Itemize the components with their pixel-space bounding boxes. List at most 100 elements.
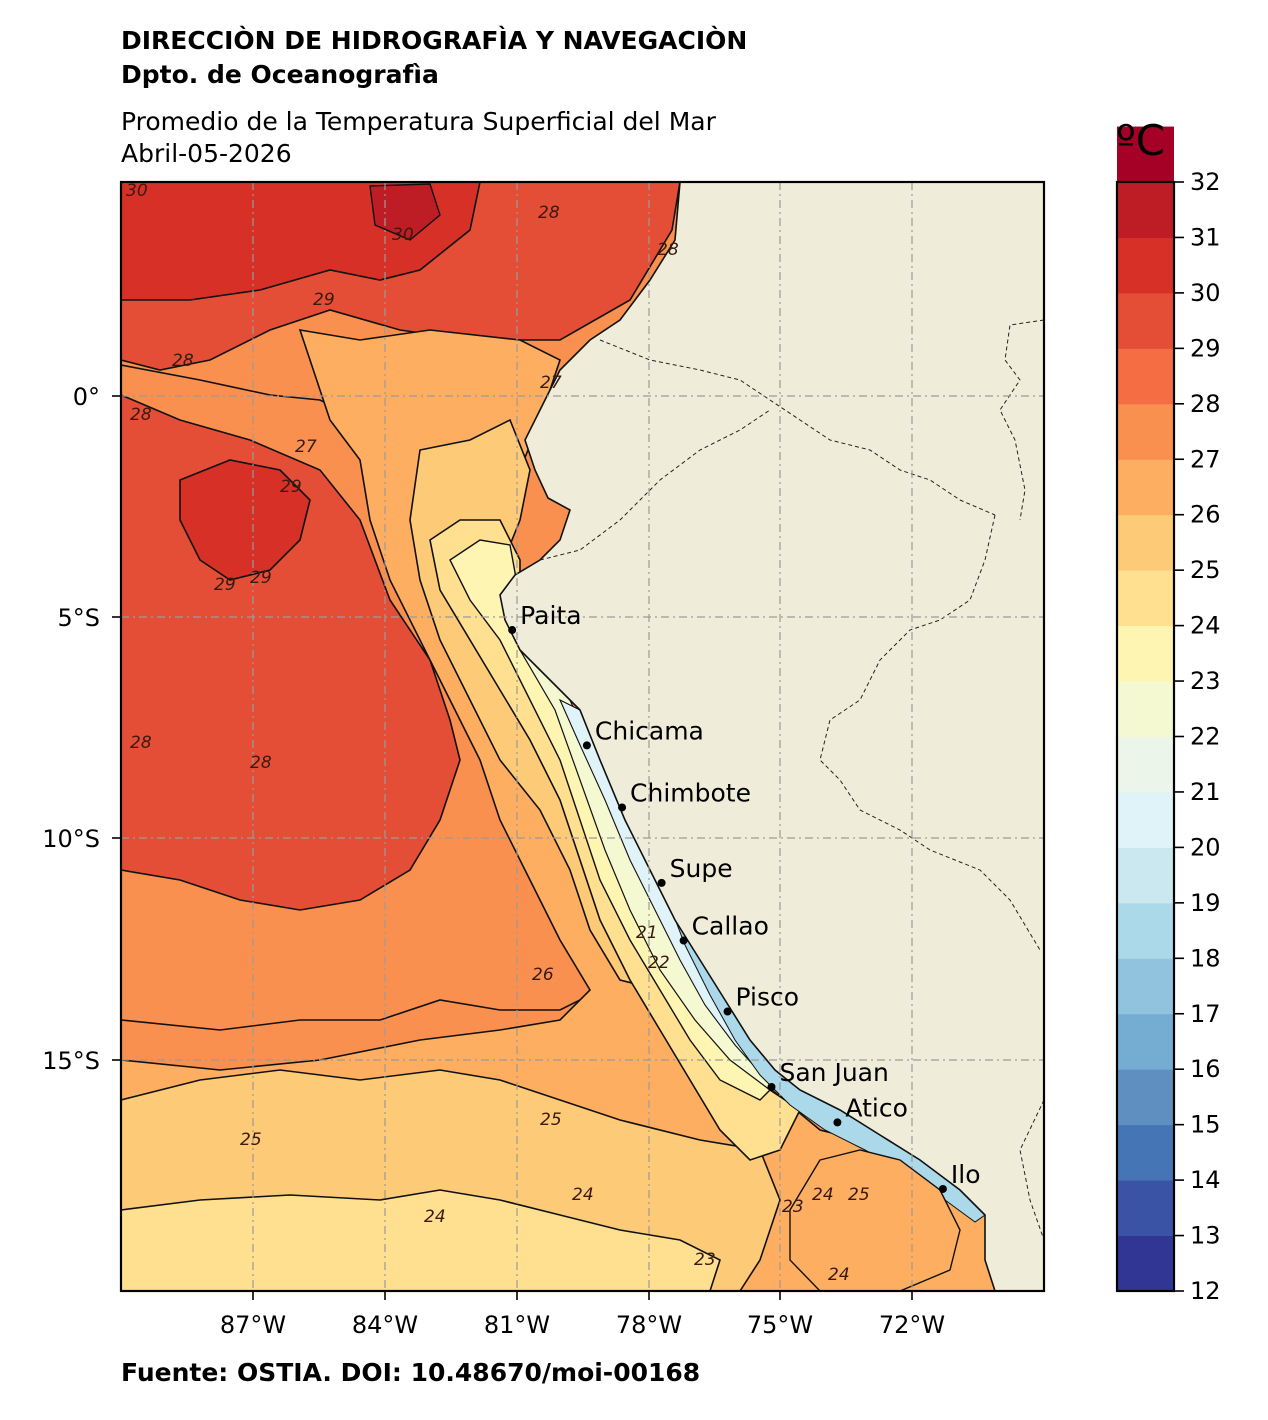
- contour-label: 29: [313, 290, 335, 310]
- contour-label: 25: [848, 1185, 870, 1205]
- data-source: Fuente: OSTIA. DOI: 10.48670/moi-00168: [121, 1358, 701, 1387]
- contour-label: 23: [694, 1250, 716, 1270]
- lat-tick-label: 10°S: [42, 825, 100, 853]
- colorbar-segment: [1117, 902, 1174, 959]
- contour-label: 28: [172, 351, 194, 371]
- graticule: [121, 182, 1044, 1291]
- city-label: Supe: [670, 854, 733, 883]
- country-borders: [539, 319, 1044, 1241]
- colorbar-tick-label: 29: [1190, 334, 1221, 362]
- lon-tick-label: 72°W: [879, 1311, 945, 1339]
- ocean-band-28-29: [121, 182, 681, 911]
- ocean-band-25-26-south: [789, 1149, 961, 1291]
- lat-tick-labels: 0° 5°S 10°S 15°S: [42, 383, 100, 1075]
- contour-label: 29: [250, 568, 272, 588]
- lat-tick-label: 15°S: [42, 1047, 100, 1075]
- ocean-band-30-31: [369, 183, 441, 241]
- colorbar-tick-label: 12: [1190, 1277, 1221, 1305]
- map-date: Abril-05-2026: [121, 139, 292, 168]
- contour-label: 21: [636, 923, 658, 943]
- colorbar-tick-label: 18: [1190, 944, 1221, 972]
- colorbar-segment: [1117, 681, 1174, 737]
- contour-label: 25: [540, 1110, 562, 1130]
- colorbar: 12 13 14 15 16 17 18 19 20 21 22 23 24 25 26 27 28 29 30 31…: [1115, 126, 1221, 1305]
- city-markers: Paita Chicama Chimbote Supe Callao Pisco San J…: [508, 601, 981, 1193]
- colorbar-segment: [1117, 1235, 1174, 1292]
- colorbar-tick-label: 26: [1190, 501, 1221, 529]
- contour-label: 27: [295, 437, 317, 457]
- lon-tick-label: 81°W: [484, 1311, 550, 1339]
- colorbar-unit: ºC: [1116, 116, 1166, 165]
- contour-label: 29: [280, 477, 302, 497]
- colorbar-tick-label: 19: [1190, 889, 1221, 917]
- colorbar-segment: [1117, 126, 1174, 183]
- colorbar-segment: [1117, 459, 1174, 516]
- colorbar-tick-label: 21: [1190, 778, 1221, 806]
- colorbar-tick-label: 28: [1190, 390, 1221, 418]
- lon-tick-label: 75°W: [747, 1311, 813, 1339]
- colorbar-tick-label: 24: [1190, 612, 1221, 640]
- contour-label: 28: [130, 733, 152, 753]
- colorbar-segment: [1117, 1013, 1174, 1070]
- city-marker: [679, 936, 688, 945]
- colorbar-segment: [1117, 403, 1174, 460]
- map-title: Promedio de la Temperatura Superficial d…: [121, 107, 716, 136]
- city-marker: [767, 1082, 776, 1091]
- city-label: Pisco: [736, 983, 800, 1012]
- city-marker: [833, 1118, 842, 1127]
- colorbar-tick-label: 13: [1190, 1222, 1221, 1250]
- contour-label: 28: [250, 753, 272, 773]
- city-label: Ilo: [951, 1160, 981, 1189]
- lon-tick-label: 87°W: [220, 1311, 286, 1339]
- colorbar-tick-label: 32: [1190, 168, 1221, 196]
- colorbar-segment: [1117, 791, 1174, 848]
- colorbar-segment: [1117, 237, 1174, 294]
- contour-label: 24: [572, 1185, 594, 1205]
- contour-label: 27: [540, 373, 562, 393]
- colorbar-segment: [1117, 847, 1174, 904]
- colorbar-segment: [1117, 736, 1174, 793]
- contour-label: 25: [240, 1130, 262, 1150]
- colorbar-segment: [1117, 514, 1174, 571]
- contour-label: 23: [782, 1197, 804, 1217]
- colorbar-tick-label: 25: [1190, 556, 1221, 584]
- lat-tick-label: 0°: [73, 383, 100, 411]
- colorbar-tick-label: 17: [1190, 1000, 1221, 1028]
- lon-tick-labels: 87°W 84°W 81°W 78°W 75°W 72°W: [220, 1311, 945, 1339]
- contour-label: 29: [214, 575, 236, 595]
- contour-label: 30: [126, 181, 148, 201]
- city-marker: [582, 741, 591, 750]
- contour-label: 24: [828, 1265, 850, 1285]
- colorbar-segment: [1117, 1069, 1174, 1126]
- colorbar-tick-label: 23: [1190, 667, 1221, 695]
- city-label: Callao: [692, 912, 769, 941]
- colorbar-tick-label: 15: [1190, 1111, 1221, 1139]
- contour-label: 24: [424, 1207, 446, 1227]
- city-label: Atico: [845, 1093, 907, 1122]
- city-marker: [618, 803, 627, 812]
- lat-tick-label: 5°S: [57, 604, 100, 632]
- colorbar-segment: [1117, 348, 1174, 405]
- contour-label: 28: [130, 405, 152, 425]
- contour-label: 28: [538, 203, 560, 223]
- lon-tick-label: 84°W: [352, 1311, 418, 1339]
- colorbar-tick-label: 30: [1190, 279, 1221, 307]
- colorbar-tick-label: 16: [1190, 1055, 1221, 1083]
- colorbar-tick-label: 22: [1190, 723, 1221, 751]
- contour-label: 30: [392, 225, 414, 245]
- land-south-america: [499, 182, 1044, 1291]
- map-area: [121, 182, 1044, 1291]
- contour-label: 28: [657, 240, 679, 260]
- colorbar-segment: [1117, 292, 1174, 349]
- colorbar-segment: [1117, 1124, 1174, 1181]
- colorbar-segment: [1117, 570, 1174, 627]
- colorbar-segment: [1117, 182, 1174, 238]
- axis-ticks: [112, 395, 913, 1300]
- department-title: Dpto. de Oceanografìa: [121, 60, 439, 89]
- contour-labels: 30 30 28 28 29 28 28 27 27 29 29 29 28 2…: [126, 181, 870, 1285]
- contour-label: 22: [648, 953, 670, 973]
- organization-title: DIRECCIÒN DE HIDROGRAFÌA Y NAVEGACIÒN: [121, 26, 748, 55]
- colorbar-segment: [1117, 625, 1174, 682]
- contour-label: 24: [812, 1185, 834, 1205]
